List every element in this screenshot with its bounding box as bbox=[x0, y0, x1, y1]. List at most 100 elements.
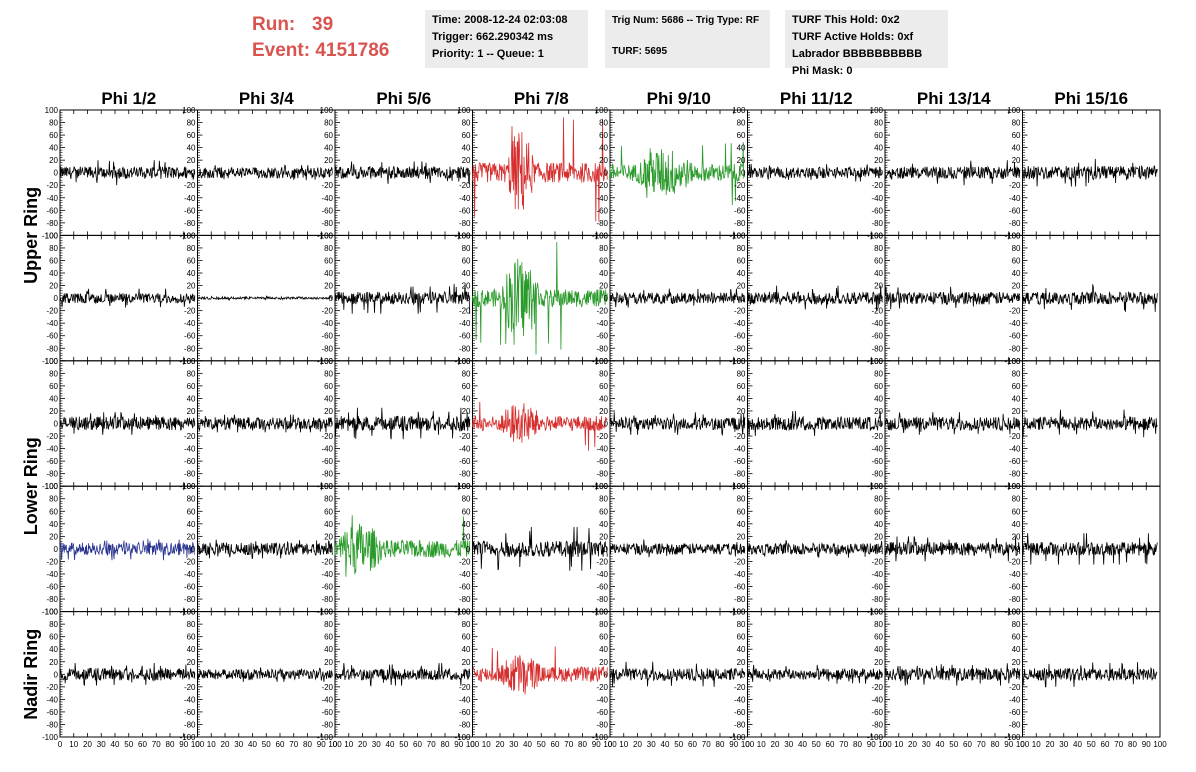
y-tick-label: 0 bbox=[1016, 420, 1021, 429]
y-tick-label: 60 bbox=[874, 382, 883, 391]
x-tick-label: 80 bbox=[166, 740, 175, 749]
x-tick-label: 30 bbox=[647, 740, 656, 749]
waveform-trace bbox=[59, 538, 196, 561]
y-tick-label: 40 bbox=[49, 394, 58, 403]
y-tick-label: -20 bbox=[321, 307, 333, 316]
y-tick-label: 0 bbox=[741, 545, 746, 554]
waveform-trace bbox=[1022, 409, 1158, 438]
y-tick-label: 20 bbox=[1012, 156, 1021, 165]
x-tick-label: 40 bbox=[661, 740, 670, 749]
y-tick-label: -80 bbox=[734, 470, 746, 479]
y-tick-label: 100 bbox=[732, 608, 746, 617]
y-tick-label: 60 bbox=[324, 633, 333, 642]
y-tick-label: -40 bbox=[1009, 319, 1021, 328]
x-tick-label: 40 bbox=[248, 740, 257, 749]
y-tick-label: -40 bbox=[321, 570, 333, 579]
column-title: Phi 3/4 bbox=[239, 89, 294, 108]
y-tick-label: -20 bbox=[1009, 307, 1021, 316]
y-tick-label: -20 bbox=[459, 307, 471, 316]
x-tick-label: 30 bbox=[372, 740, 381, 749]
y-tick-label: -80 bbox=[734, 219, 746, 228]
y-tick-label: -80 bbox=[1009, 720, 1021, 729]
y-tick-label: 20 bbox=[737, 156, 746, 165]
y-tick-label: 60 bbox=[737, 131, 746, 140]
y-tick-label: 60 bbox=[1012, 633, 1021, 642]
y-tick-label: 80 bbox=[187, 369, 196, 378]
y-tick-label: 60 bbox=[49, 131, 58, 140]
y-tick-label: 40 bbox=[187, 144, 196, 153]
y-tick-label: 80 bbox=[1012, 119, 1021, 128]
y-tick-label: 0 bbox=[879, 294, 884, 303]
y-tick-label: -40 bbox=[459, 695, 471, 704]
x-tick-label: 100 bbox=[328, 740, 342, 749]
y-tick-label: 20 bbox=[462, 407, 471, 416]
x-tick-label: 0 bbox=[745, 740, 750, 749]
y-tick-label: 100 bbox=[457, 106, 471, 115]
y-tick-label: 60 bbox=[599, 382, 608, 391]
y-tick-label: -60 bbox=[596, 457, 608, 466]
column-title: Phi 7/8 bbox=[514, 89, 569, 108]
y-tick-label: 0 bbox=[466, 294, 471, 303]
waveform-trace bbox=[197, 295, 333, 302]
y-tick-label: -80 bbox=[734, 595, 746, 604]
x-tick-label: 70 bbox=[1114, 740, 1123, 749]
waveform-trace bbox=[197, 164, 333, 181]
y-tick-label: -60 bbox=[459, 583, 471, 592]
y-tick-label: -40 bbox=[871, 570, 883, 579]
y-tick-label: 40 bbox=[49, 520, 58, 529]
y-tick-label: -80 bbox=[459, 720, 471, 729]
y-tick-label: 80 bbox=[737, 369, 746, 378]
y-tick-label: -40 bbox=[321, 319, 333, 328]
y-tick-label: 40 bbox=[49, 269, 58, 278]
y-tick-label: 100 bbox=[732, 482, 746, 491]
y-tick-label: -40 bbox=[734, 194, 746, 203]
y-tick-label: -60 bbox=[46, 583, 58, 592]
y-tick-label: 0 bbox=[879, 545, 884, 554]
y-tick-label: 0 bbox=[191, 294, 196, 303]
y-tick-label: -60 bbox=[871, 583, 883, 592]
y-tick-label: -80 bbox=[321, 720, 333, 729]
y-tick-label: -60 bbox=[1009, 206, 1021, 215]
y-tick-label: -40 bbox=[871, 194, 883, 203]
y-tick-label: -80 bbox=[321, 595, 333, 604]
y-tick-label: -80 bbox=[46, 344, 58, 353]
y-tick-label: 60 bbox=[49, 256, 58, 265]
y-tick-label: -60 bbox=[596, 332, 608, 341]
column-title: Phi 11/12 bbox=[780, 89, 853, 108]
y-tick-label: 80 bbox=[49, 620, 58, 629]
x-tick-label: 10 bbox=[69, 740, 78, 749]
y-tick-label: -20 bbox=[734, 181, 746, 190]
y-tick-label: -80 bbox=[1009, 595, 1021, 604]
y-tick-label: 100 bbox=[320, 608, 334, 617]
waveform-trace bbox=[472, 401, 608, 451]
y-tick-label: 40 bbox=[737, 394, 746, 403]
x-tick-label: 10 bbox=[482, 740, 491, 749]
x-tick-label: 0 bbox=[195, 740, 200, 749]
y-tick-label: 100 bbox=[1007, 608, 1021, 617]
y-tick-label: 40 bbox=[187, 520, 196, 529]
y-tick-label: 20 bbox=[49, 282, 58, 291]
y-tick-label: -40 bbox=[321, 695, 333, 704]
waveform-trace bbox=[334, 407, 471, 440]
y-tick-label: 80 bbox=[1012, 244, 1021, 253]
y-tick-label: 80 bbox=[462, 495, 471, 504]
y-tick-label: 80 bbox=[599, 369, 608, 378]
y-tick-label: 20 bbox=[599, 282, 608, 291]
x-tick-label: 50 bbox=[262, 740, 271, 749]
y-tick-label: 0 bbox=[879, 169, 884, 178]
y-tick-label: 80 bbox=[49, 495, 58, 504]
x-tick-label: 0 bbox=[608, 740, 613, 749]
y-tick-label: 40 bbox=[324, 394, 333, 403]
y-tick-label: 100 bbox=[45, 482, 59, 491]
y-tick-label: -80 bbox=[46, 595, 58, 604]
y-tick-label: 20 bbox=[187, 282, 196, 291]
y-tick-label: 60 bbox=[49, 382, 58, 391]
y-tick-label: 100 bbox=[45, 357, 59, 366]
y-tick-label: -60 bbox=[321, 332, 333, 341]
